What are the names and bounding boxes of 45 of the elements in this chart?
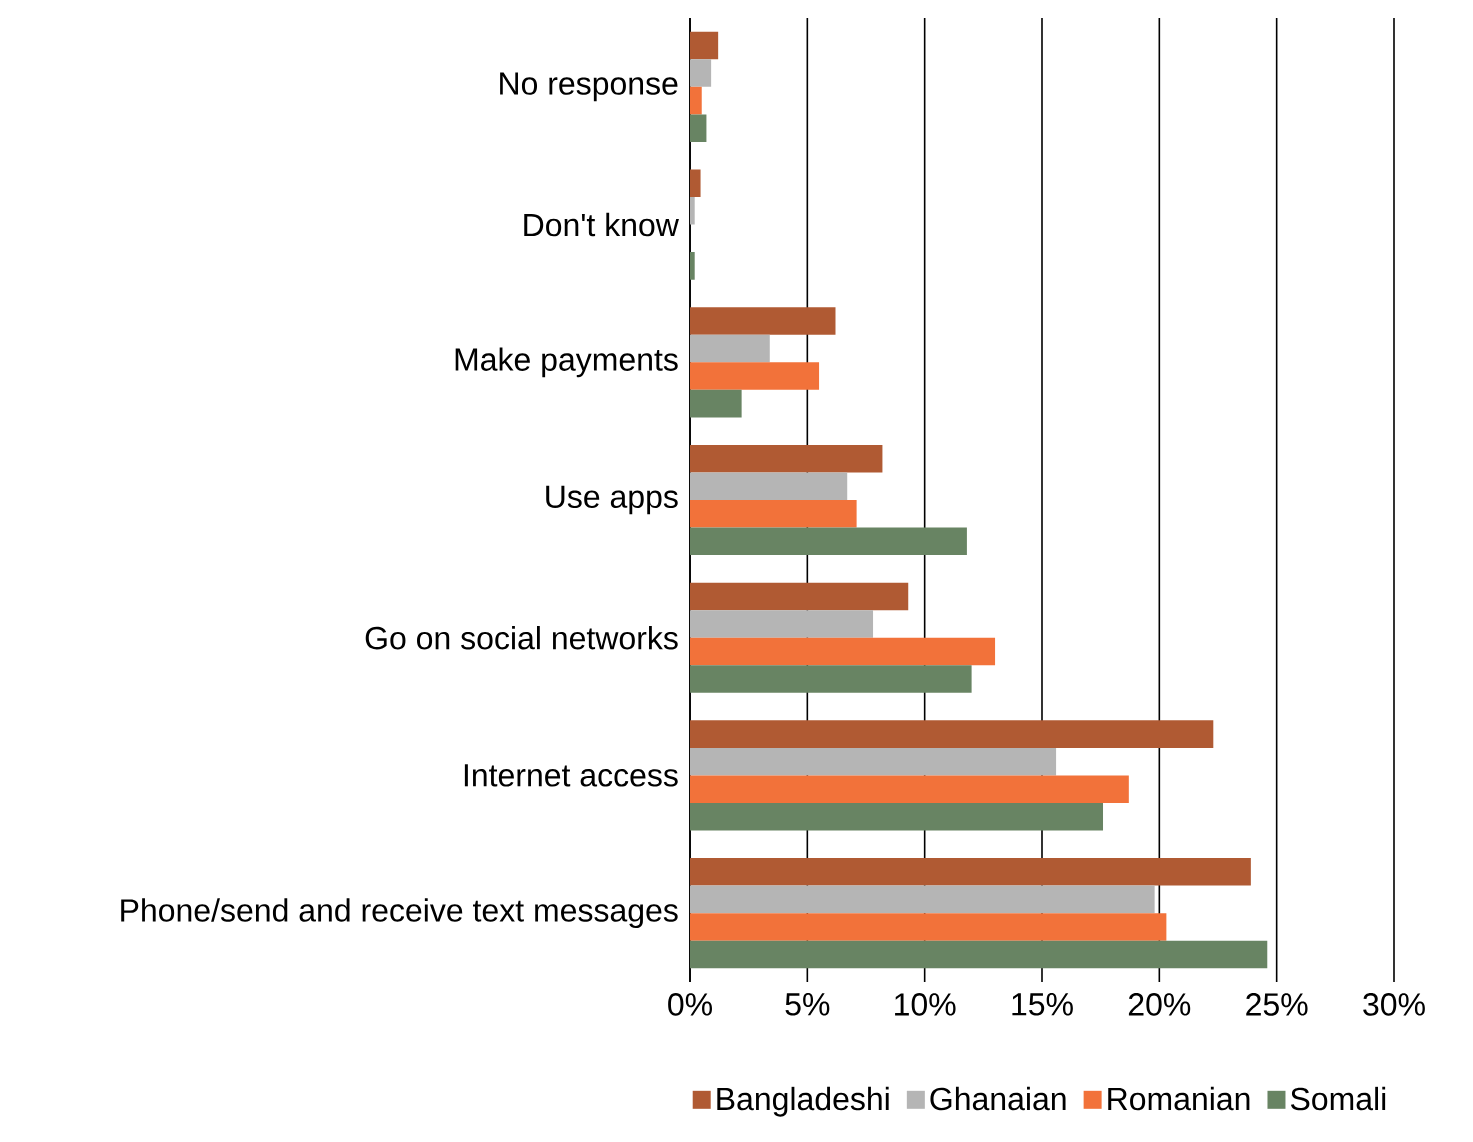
bar [690,885,1155,914]
bar [690,169,701,198]
bar [690,444,883,473]
y-tick-label: No response [500,72,678,102]
x-tick-label: 10% [895,993,956,1016]
legend-label: Ghanaian [930,1086,1066,1111]
bar [690,747,1057,776]
bar [690,527,967,556]
y-tick-label: Internet access [464,764,678,787]
bar [690,362,820,390]
x-tick-label: 15% [1012,993,1073,1016]
bar [690,610,874,638]
bar [690,720,1214,748]
bar [690,637,996,666]
bar [690,252,695,280]
bar [690,913,1167,941]
bar [690,582,909,611]
x-tick-label: 0% [668,993,712,1016]
x-tick-label: 30% [1363,993,1425,1016]
y-tick-label: Make payments [455,347,678,378]
bar [690,59,712,87]
bar [690,31,719,60]
bar [690,86,702,115]
y-tick-label: Use apps [546,485,678,515]
x-tick-label: 25% [1246,993,1308,1016]
bar [690,114,707,142]
bar [690,334,770,363]
bar [690,500,857,528]
x-tick-label: 5% [785,993,830,1016]
bar [690,940,1268,969]
y-tick-label: Phone/send and receive text messages [121,898,678,929]
y-tick-label: Go on social networks [365,625,678,650]
bar [690,389,742,418]
legend-label: Romanian [1108,1086,1250,1111]
bar [690,665,972,693]
bar [690,858,1251,886]
bar [690,802,1104,831]
bar [690,775,1129,803]
legend-label: Bangladeshi [717,1086,889,1117]
bar [690,307,836,335]
legend-label: Somali [1290,1086,1386,1111]
y-tick-label: Don't know [524,212,679,237]
bar [690,197,695,225]
x-tick-label: 20% [1128,993,1191,1016]
bar [690,472,848,501]
